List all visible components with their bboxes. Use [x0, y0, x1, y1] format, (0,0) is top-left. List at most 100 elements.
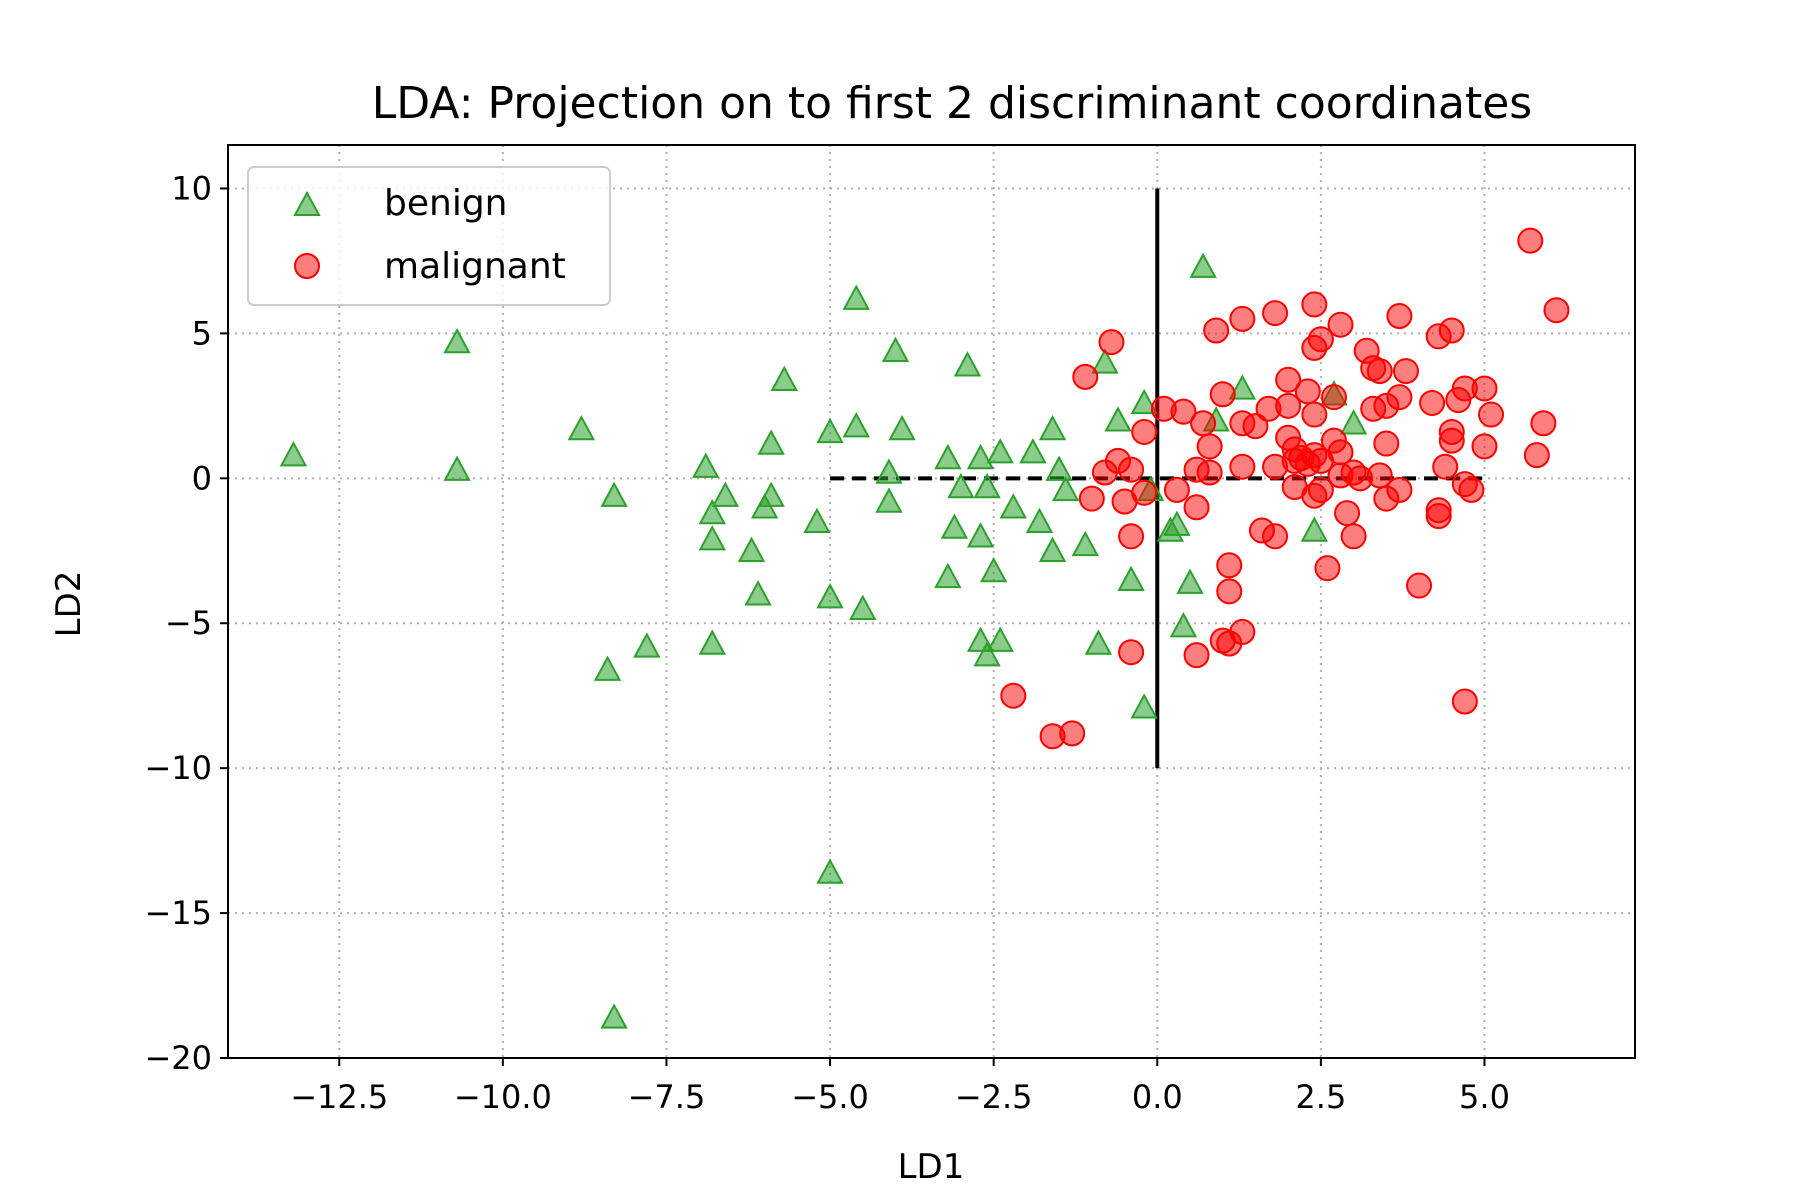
malignant-point — [1131, 418, 1158, 445]
malignant-point — [1072, 363, 1099, 390]
malignant-point — [1523, 442, 1550, 469]
benign-point — [567, 414, 596, 441]
y-tick-label: −20 — [144, 1039, 212, 1077]
x-tick-label: −2.5 — [955, 1078, 1033, 1116]
malignant-point — [1275, 424, 1302, 451]
benign-point — [600, 481, 628, 507]
benign-point — [692, 452, 720, 478]
malignant-point — [1183, 642, 1210, 669]
malignant-point — [1229, 618, 1256, 645]
benign-point — [443, 327, 471, 354]
reference-lines — [830, 188, 1485, 769]
malignant-point — [1255, 395, 1282, 422]
benign-point — [934, 562, 962, 589]
malignant-point — [1425, 323, 1452, 350]
benign-point — [770, 365, 798, 391]
x-tick-label: −10.0 — [454, 1078, 552, 1116]
benign-point — [842, 284, 870, 310]
benign-point — [849, 594, 877, 620]
malignant-point — [1216, 552, 1243, 579]
benign-point — [875, 487, 903, 513]
benign-point — [1169, 612, 1198, 638]
y-tick-label: 10 — [171, 169, 212, 207]
benign-point — [1025, 507, 1054, 533]
benign-point — [816, 417, 844, 444]
benign-point — [443, 455, 471, 481]
benign-point — [1091, 348, 1119, 374]
benign-point — [966, 443, 995, 470]
benign-point — [934, 443, 962, 470]
benign-point — [600, 1003, 628, 1029]
malignant-point — [1203, 317, 1230, 344]
malignant-point — [1275, 366, 1302, 393]
benign-point — [842, 412, 870, 438]
malignant-point — [1425, 502, 1452, 529]
malignant-point — [1229, 453, 1256, 480]
malignant-point — [1419, 389, 1446, 416]
legend-malignant-label: malignant — [384, 246, 566, 287]
malignant-point — [1183, 494, 1210, 521]
malignant-point — [1347, 465, 1374, 492]
malignant-point — [1242, 413, 1269, 440]
benign-point — [1104, 406, 1132, 432]
benign-point — [1339, 409, 1368, 435]
benign-point — [999, 493, 1027, 519]
malignant-point — [1392, 358, 1419, 385]
benign-point — [698, 629, 726, 655]
benign-point — [953, 351, 982, 377]
malignant-point — [1406, 572, 1433, 599]
malignant-point — [1451, 688, 1478, 715]
benign-point — [881, 336, 910, 362]
benign-point — [966, 522, 995, 548]
benign-point — [1176, 568, 1204, 594]
malignant-point — [1078, 485, 1105, 512]
y-tick-label: 0 — [192, 459, 212, 497]
malignant-point — [1386, 303, 1413, 330]
benign-point — [698, 525, 726, 551]
benign-point — [1045, 455, 1073, 481]
legend-benign-marker — [293, 190, 321, 216]
legend: benign malignant — [247, 166, 611, 306]
malignant-point — [1438, 427, 1465, 454]
malignant-point — [1111, 488, 1138, 515]
malignant-point — [1150, 395, 1177, 422]
benign-point — [973, 472, 1001, 499]
malignant-point — [1373, 430, 1400, 457]
benign-point — [744, 580, 772, 606]
malignant-point — [1059, 720, 1086, 747]
y-tick-label: −15 — [144, 894, 212, 932]
malignant-point — [1262, 453, 1289, 480]
x-tick-label: 5.0 — [1459, 1078, 1510, 1116]
malignant-point — [1118, 456, 1145, 483]
malignant-point — [1196, 433, 1223, 460]
malignant-point — [1098, 329, 1125, 356]
malignant-point — [1301, 291, 1328, 318]
benign-point — [698, 498, 726, 525]
malignant-point — [1327, 311, 1354, 338]
data-points — [279, 227, 1570, 1029]
benign-point — [737, 536, 766, 562]
legend-box — [247, 166, 611, 306]
malignant-point — [1458, 476, 1485, 503]
plot-frame — [227, 144, 1636, 1059]
benign-point — [1051, 475, 1080, 502]
y-tick-label: 5 — [192, 314, 212, 352]
malignant-point — [1517, 227, 1544, 254]
malignant-point — [1190, 410, 1217, 437]
x-tick-label: −7.5 — [628, 1078, 706, 1116]
benign-point — [979, 556, 1008, 583]
malignant-point — [1334, 500, 1361, 527]
x-tick-label: −5.0 — [791, 1078, 869, 1116]
benign-point — [633, 632, 661, 658]
benign-point — [875, 458, 903, 484]
x-tick-label: 0.0 — [1132, 1078, 1183, 1116]
x-axis-ticks: −12.5 −10.0 −7.5 −5.0 −2.5 0.0 2.5 5.0 — [290, 1058, 1510, 1116]
benign-point — [816, 583, 844, 609]
malignant-point — [1196, 459, 1223, 486]
benign-point — [803, 507, 831, 533]
benign-point — [1019, 438, 1047, 464]
benign-point — [940, 513, 969, 539]
benign-point — [1300, 516, 1329, 542]
benign-point — [888, 414, 916, 441]
